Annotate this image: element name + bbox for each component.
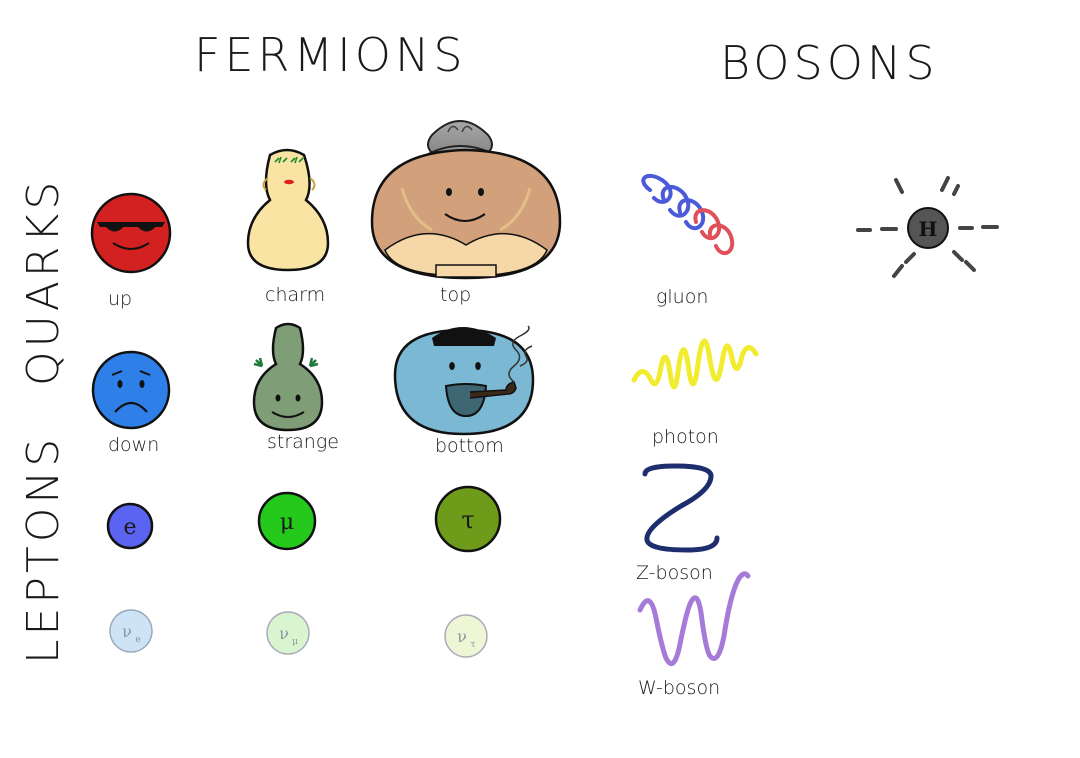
up-quark-character bbox=[90, 192, 172, 274]
fermions-heading: FERMIONS bbox=[194, 28, 467, 82]
higgs-boson: H bbox=[856, 176, 999, 278]
electron-neutrino-subscript: e bbox=[135, 635, 140, 645]
muon-neutrino-subscript: μ bbox=[292, 637, 298, 647]
charm-label: charm bbox=[265, 284, 326, 306]
tau-neutrino: ν τ bbox=[444, 614, 488, 658]
electron-symbol: e bbox=[123, 515, 136, 540]
tau-neutrino-symbol: ν bbox=[457, 627, 467, 646]
gluon-spring bbox=[641, 173, 735, 256]
tau: τ bbox=[434, 485, 502, 553]
charm-quark-character bbox=[246, 148, 330, 272]
muon-neutrino: ν μ bbox=[266, 611, 310, 655]
strange-label: strange bbox=[267, 431, 339, 453]
z-boson-wave bbox=[642, 463, 720, 553]
up-label: up bbox=[108, 288, 133, 310]
strange-quark-character bbox=[252, 322, 324, 432]
muon-neutrino-symbol: ν bbox=[279, 624, 289, 643]
photon-wave bbox=[631, 338, 759, 390]
bottom-label: bottom bbox=[435, 435, 504, 457]
w-boson-label: W-boson bbox=[638, 677, 721, 699]
bosons-heading: BOSONS bbox=[720, 36, 939, 90]
muon-symbol: μ bbox=[280, 510, 294, 535]
electron: e bbox=[106, 502, 154, 550]
top-label: top bbox=[440, 284, 472, 306]
gluon-label: gluon bbox=[656, 286, 709, 308]
bottom-quark-character bbox=[393, 325, 535, 436]
tau-neutrino-subscript: τ bbox=[471, 640, 476, 650]
muon: μ bbox=[257, 491, 317, 551]
down-label: down bbox=[108, 434, 160, 456]
higgs-symbol: H bbox=[919, 217, 938, 241]
top-quark-character bbox=[370, 120, 562, 280]
photon-label: photon bbox=[652, 426, 719, 448]
z-boson-label: Z-boson bbox=[636, 562, 713, 584]
electron-neutrino: ν e bbox=[109, 609, 153, 653]
tau-symbol: τ bbox=[461, 506, 474, 534]
electron-neutrino-symbol: ν bbox=[122, 622, 132, 641]
down-quark-character bbox=[91, 350, 171, 430]
w-boson-wave bbox=[637, 571, 751, 667]
